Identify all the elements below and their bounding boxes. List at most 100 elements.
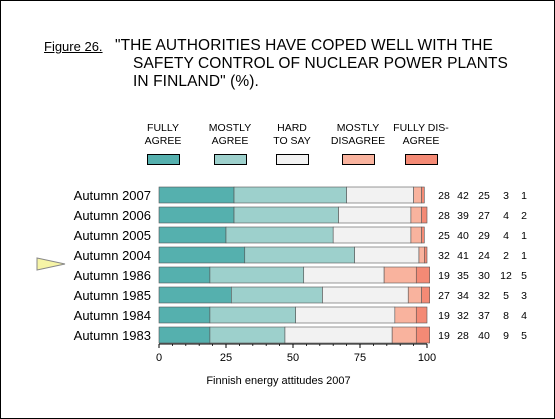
- bar-segment: [383, 266, 417, 284]
- chart-title-line-3: IN FINLAND" (%).: [133, 73, 259, 90]
- bar-segment: [421, 286, 430, 304]
- value-label: 32: [438, 250, 450, 262]
- value-label: 3: [503, 190, 509, 202]
- x-tick-label: 100: [418, 352, 436, 364]
- bar-segment: [303, 266, 385, 284]
- bar-segment: [415, 326, 430, 344]
- legend-label: FULLY AGREE: [144, 122, 182, 147]
- value-label: 19: [438, 270, 450, 282]
- category-label: Autumn 1985: [74, 288, 151, 303]
- legend-label: MOSTLY DISAGREE: [330, 122, 386, 147]
- bar-segment: [424, 246, 428, 264]
- value-label: 32: [457, 310, 469, 322]
- legend-label: MOSTLY AGREE: [208, 122, 252, 147]
- bar-segment: [209, 326, 286, 344]
- value-label: 2: [521, 210, 527, 222]
- category-label: Autumn 2006: [74, 208, 151, 223]
- bar-segment: [391, 326, 417, 344]
- value-label: 39: [457, 210, 469, 222]
- bar-segment: [233, 186, 347, 204]
- bar-segment: [158, 266, 211, 284]
- chart-footer: Finnish energy attitudes 2007: [206, 375, 351, 387]
- value-label: 29: [478, 230, 490, 242]
- value-label: 5: [521, 330, 527, 342]
- value-label: 37: [478, 310, 490, 322]
- value-label: 4: [521, 310, 527, 322]
- x-tick-label: 75: [354, 352, 366, 364]
- legend-label: HARD TO SAY: [273, 122, 311, 147]
- bar-segment: [346, 186, 414, 204]
- bar-segment: [158, 246, 246, 264]
- category-label: Autumn 2005: [74, 228, 151, 243]
- value-label: 40: [457, 230, 469, 242]
- bar-segment: [354, 246, 420, 264]
- bar-segment: [158, 306, 211, 324]
- bar-segment: [158, 286, 232, 304]
- legend-label: FULLY DIS- AGREE: [393, 122, 449, 147]
- bar-segment: [231, 286, 323, 304]
- value-label: 27: [438, 290, 450, 302]
- bar-segment: [410, 226, 422, 244]
- bar-segment: [410, 206, 422, 224]
- value-label: 1: [521, 230, 527, 242]
- x-tick-label: 50: [287, 352, 299, 364]
- value-label: 35: [457, 270, 469, 282]
- bar-segment: [418, 246, 425, 264]
- value-label: 8: [503, 310, 509, 322]
- bar-segment: [209, 266, 305, 284]
- value-label: 9: [503, 330, 509, 342]
- bar-segment: [233, 206, 339, 224]
- value-label: 1: [521, 190, 527, 202]
- bar-segment: [421, 226, 425, 244]
- category-label: Autumn 1983: [74, 328, 151, 343]
- bar-segment: [158, 226, 227, 244]
- value-label: 24: [478, 250, 490, 262]
- value-label: 32: [478, 290, 490, 302]
- value-label: 28: [438, 190, 450, 202]
- value-label: 5: [503, 290, 509, 302]
- legend-swatch: [342, 154, 375, 165]
- value-label: 27: [478, 210, 490, 222]
- value-label: 41: [457, 250, 469, 262]
- bar-segment: [209, 306, 296, 324]
- value-label: 4: [503, 230, 509, 242]
- bar-segment: [413, 186, 422, 204]
- bar-segment: [394, 306, 417, 324]
- value-label: 28: [438, 210, 450, 222]
- bar-segment: [415, 266, 430, 284]
- value-label: 19: [438, 310, 450, 322]
- value-label: 30: [478, 270, 490, 282]
- x-tick-label: 0: [156, 352, 162, 364]
- value-label: 4: [503, 210, 509, 222]
- category-label: Autumn 2004: [74, 248, 151, 263]
- bar-segment: [332, 226, 412, 244]
- value-label: 1: [521, 250, 527, 262]
- category-label: Autumn 2007: [74, 188, 151, 203]
- value-label: 2: [503, 250, 509, 262]
- legend-swatch: [214, 154, 247, 165]
- value-label: 40: [478, 330, 490, 342]
- x-tick-label: 25: [220, 352, 232, 364]
- bar-segment: [284, 326, 393, 344]
- category-label: Autumn 1984: [74, 308, 151, 323]
- bar-segment: [158, 186, 235, 204]
- bar-segment: [338, 206, 412, 224]
- legend-swatch: [147, 154, 180, 165]
- bar-segment: [158, 206, 235, 224]
- category-label: Autumn 1986: [74, 268, 151, 283]
- bar-segment: [322, 286, 409, 304]
- legend-swatch: [276, 154, 309, 165]
- bar-segment: [421, 206, 428, 224]
- chart-title-line-1: "THE AUTHORITIES HAVE COPED WELL WITH TH…: [115, 37, 493, 54]
- value-label: 34: [457, 290, 469, 302]
- bar-segment: [415, 306, 428, 324]
- bar-segment: [225, 226, 334, 244]
- bar-segment: [421, 186, 425, 204]
- value-label: 3: [521, 290, 527, 302]
- value-label: 42: [457, 190, 469, 202]
- bar-segment: [158, 326, 211, 344]
- figure-label: Figure 26.: [44, 39, 103, 54]
- value-label: 25: [438, 230, 450, 242]
- value-label: 19: [438, 330, 450, 342]
